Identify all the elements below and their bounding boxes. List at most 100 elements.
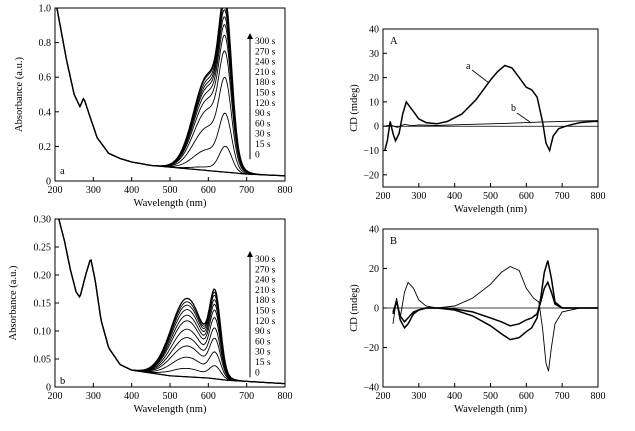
time-label: 210 s (255, 286, 276, 296)
cd_B-axes: 200 300 400 500 600 700 800 −40 −20 0 20 40 Waveleng… (349, 225, 606, 416)
x-tick-label: 500 (483, 191, 498, 202)
panel-label: b (60, 376, 65, 387)
x-tick-label: 800 (591, 391, 606, 402)
arrow-head-icon (247, 33, 253, 39)
x-tick-label: 500 (163, 391, 178, 402)
x-tick-label: 600 (519, 191, 534, 202)
x-axis-label: Wavelength (nm) (454, 204, 527, 215)
time-label: 0 (255, 368, 260, 378)
x-tick-label: 300 (411, 391, 426, 402)
time-label: 60 s (255, 337, 271, 347)
x-tick-label: 400 (447, 191, 462, 202)
y-axis-label: Absorbance (a.u.) (14, 57, 25, 132)
x-axis-label: Wavelength (nm) (134, 198, 207, 209)
y-tick-label: 40 (369, 225, 379, 236)
x-tick-label: 400 (124, 391, 139, 402)
panel-label: A (390, 36, 398, 47)
y-tick-label: 0 (374, 122, 379, 133)
series-labels: ab (466, 61, 531, 123)
x-tick-label: 200 (376, 391, 391, 402)
y-tick-label: 0.10 (34, 327, 52, 338)
time-label: 90 s (255, 109, 271, 119)
cd_B-curves (392, 260, 598, 372)
time-label: 180 s (255, 296, 276, 306)
time-label: 240 s (255, 58, 276, 68)
y-tick-label: 0.2 (39, 142, 52, 153)
y-tick-label: −40 (363, 383, 379, 394)
time-label: 300 s (255, 37, 276, 47)
x-tick-label: 700 (239, 185, 254, 196)
y-tick-label: 40 (369, 25, 379, 36)
time-label: 300 s (255, 255, 276, 265)
x-tick-label: 700 (555, 191, 570, 202)
time-label: 120 s (255, 317, 276, 327)
y-axis-label: Absorbance (a.u.) (8, 265, 19, 340)
time-label: 15 s (255, 358, 271, 368)
cd-curve-thin (392, 265, 598, 372)
spectrum-300s (58, 219, 285, 385)
x-tick-label: 300 (86, 185, 101, 196)
y-tick-label: −10 (363, 146, 379, 157)
time-label: 60 s (255, 119, 271, 129)
time-label: 90 s (255, 327, 271, 337)
y-tick-label: 0 (46, 177, 51, 188)
x-tick-label: 600 (201, 185, 216, 196)
x-tick-label: 300 (86, 391, 101, 402)
y-tick-label: 0.4 (39, 107, 52, 118)
x-tick-label: 700 (555, 391, 570, 402)
y-tick-label: 0 (374, 304, 379, 315)
x-tick-label: 200 (48, 391, 63, 402)
series-label-b: b (511, 103, 516, 114)
x-tick-label: 300 (411, 191, 426, 202)
time-label: 270 s (255, 265, 276, 275)
y-tick-label: 0.30 (34, 215, 52, 226)
y-tick-label: −20 (363, 343, 379, 354)
y-tick-label: 20 (369, 264, 379, 275)
arrow-head-icon (247, 251, 253, 257)
cd-curve-thick2 (392, 280, 598, 327)
time-label: 150 s (255, 89, 276, 99)
y-tick-label: 0.15 (34, 299, 52, 310)
y-tick-label: 0 (46, 383, 51, 394)
time-label: 0 (255, 150, 260, 160)
x-axis-label: Wavelength (nm) (134, 404, 207, 415)
x-tick-label: 600 (201, 391, 216, 402)
panel-label: B (390, 236, 397, 247)
series-label-a: a (466, 61, 471, 72)
x-tick-label: 800 (278, 185, 293, 196)
y-tick-label: 0.05 (34, 355, 52, 366)
x-tick-label: 800 (591, 191, 606, 202)
abs_a-axes: 200 300 400 500 600 700 800 0 0.2 0.4 0.6 0.8 1.0 Wav… (14, 4, 293, 210)
x-tick-label: 700 (239, 391, 254, 402)
x-tick-label: 500 (483, 391, 498, 402)
y-tick-label: 10 (369, 97, 379, 108)
time-label: 180 s (255, 78, 276, 88)
time-label: 210 s (255, 68, 276, 78)
y-tick-label: 1.0 (39, 4, 52, 15)
y-tick-label: −20 (363, 170, 379, 181)
cd-curve-b (384, 120, 598, 128)
y-tick-label: 20 (369, 73, 379, 84)
time-label: 120 s (255, 99, 276, 109)
x-axis-label: Wavelength (nm) (454, 404, 527, 415)
cd-curve-a (384, 64, 598, 153)
y-tick-label: 0.6 (39, 73, 52, 84)
y-tick-label: 0.20 (34, 271, 52, 282)
x-tick-label: 400 (124, 185, 139, 196)
x-tick-label: 400 (447, 391, 462, 402)
plot-frame (382, 28, 599, 188)
y-tick-label: 0.8 (39, 38, 52, 49)
time-label: 240 s (255, 276, 276, 286)
x-tick-label: 200 (376, 191, 391, 202)
time-label: 30 s (255, 348, 271, 358)
y-axis-label: CD (mdeg) (349, 84, 360, 132)
cd-curve-thick1 (392, 260, 598, 341)
time-label: 15 s (255, 140, 271, 150)
leader-line-a (471, 69, 490, 84)
time-label: 270 s (255, 47, 276, 57)
spectrum-300s (56, 8, 285, 177)
cd_A-axes: 200 300 400 500 600 700 800 −20 −10 0 10 20 30 40 Wave… (349, 25, 606, 216)
